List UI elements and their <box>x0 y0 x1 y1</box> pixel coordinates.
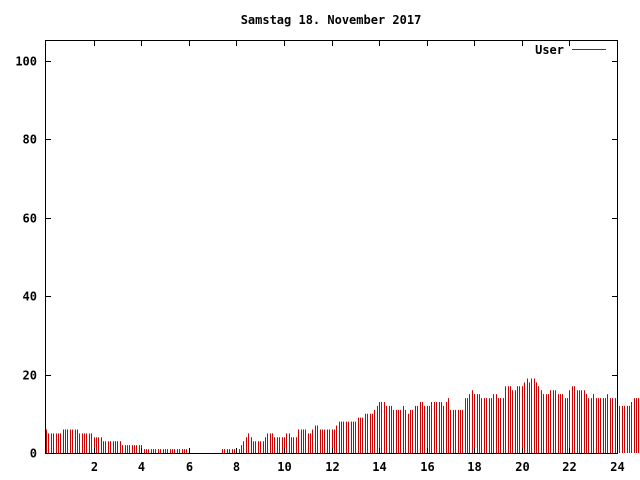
x-tick-label: 8 <box>233 460 240 474</box>
x-tick-label: 24 <box>610 460 624 474</box>
y-axis: 0 20 40 60 80 100 <box>15 55 617 461</box>
y-tick-label: 0 <box>30 447 37 461</box>
y-tick-label: 20 <box>23 369 37 383</box>
x-tick-label: 6 <box>186 460 193 474</box>
x-tick-label: 20 <box>515 460 529 474</box>
y-tick-label: 80 <box>23 133 37 147</box>
x-tick-label: 18 <box>467 460 481 474</box>
x-tick-label: 16 <box>420 460 434 474</box>
chart-title: Samstag 18. November 2017 <box>241 13 422 27</box>
x-tick-label: 2 <box>91 460 98 474</box>
y-tick-label: 40 <box>23 290 37 304</box>
x-tick-label: 22 <box>562 460 576 474</box>
x-tick-label: 4 <box>138 460 145 474</box>
bar-series-user <box>46 378 639 453</box>
y-tick-label: 60 <box>23 212 37 226</box>
x-tick-label: 14 <box>372 460 386 474</box>
legend: User <box>535 43 606 57</box>
x-axis: 2 4 6 8 10 12 14 16 18 20 22 24 <box>91 41 625 474</box>
y-tick-label: 100 <box>15 55 37 69</box>
plot-frame <box>45 40 618 454</box>
legend-label-user: User <box>535 43 564 57</box>
x-tick-label: 12 <box>325 460 339 474</box>
x-tick-label: 10 <box>277 460 291 474</box>
